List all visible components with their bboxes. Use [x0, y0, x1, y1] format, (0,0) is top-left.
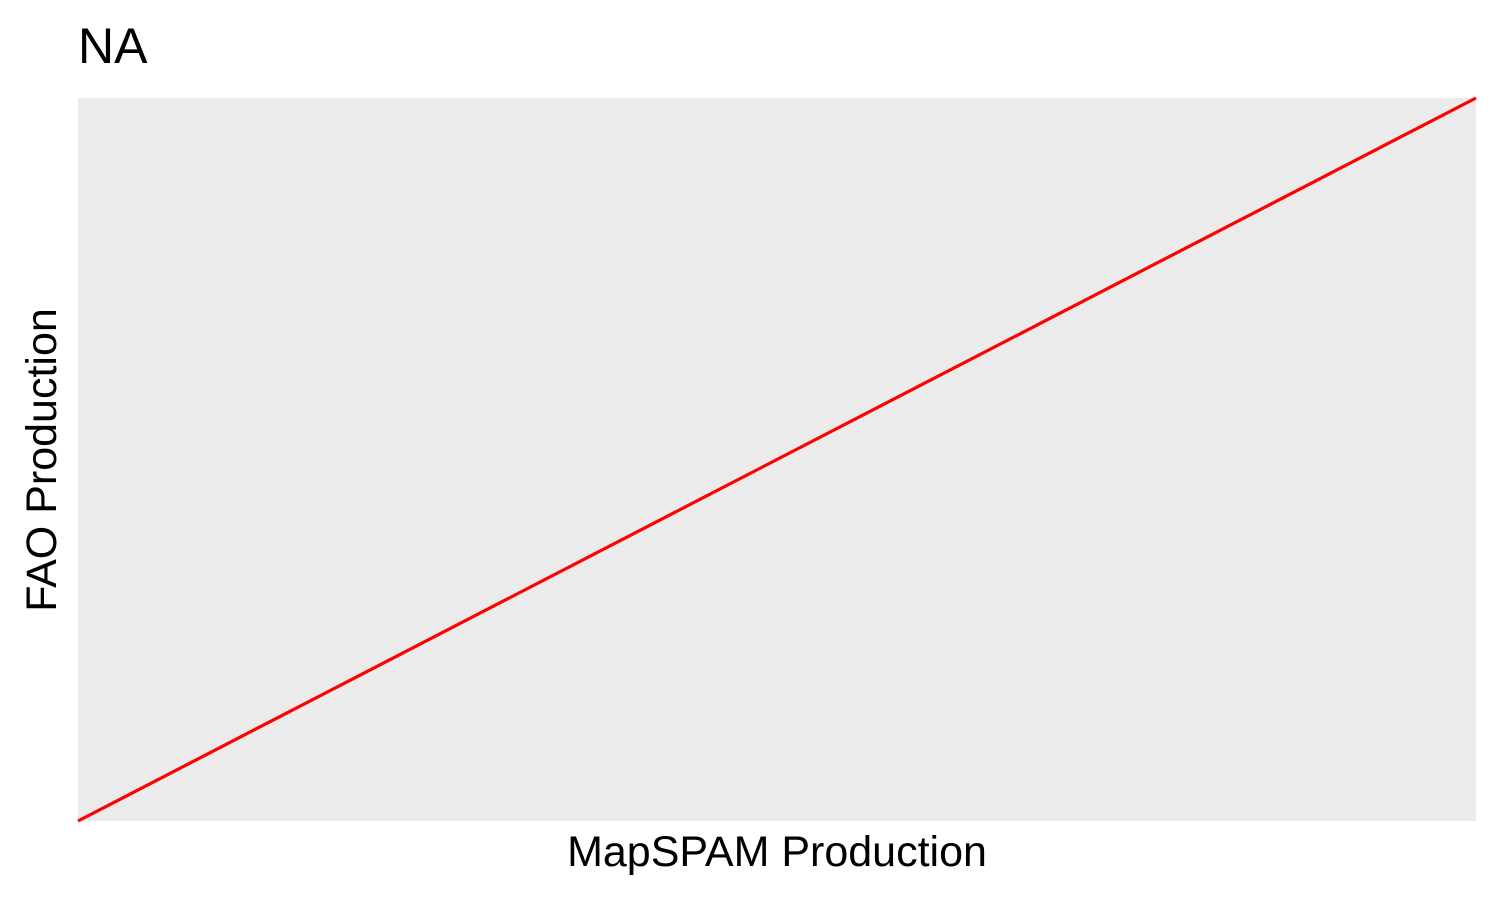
x-axis-label: MapSPAM Production	[567, 828, 987, 876]
y-axis-label: FAO Production	[18, 308, 66, 612]
series-line-0	[77, 96, 1477, 823]
chart-title: NA	[78, 18, 148, 74]
series-layer	[77, 96, 1477, 823]
